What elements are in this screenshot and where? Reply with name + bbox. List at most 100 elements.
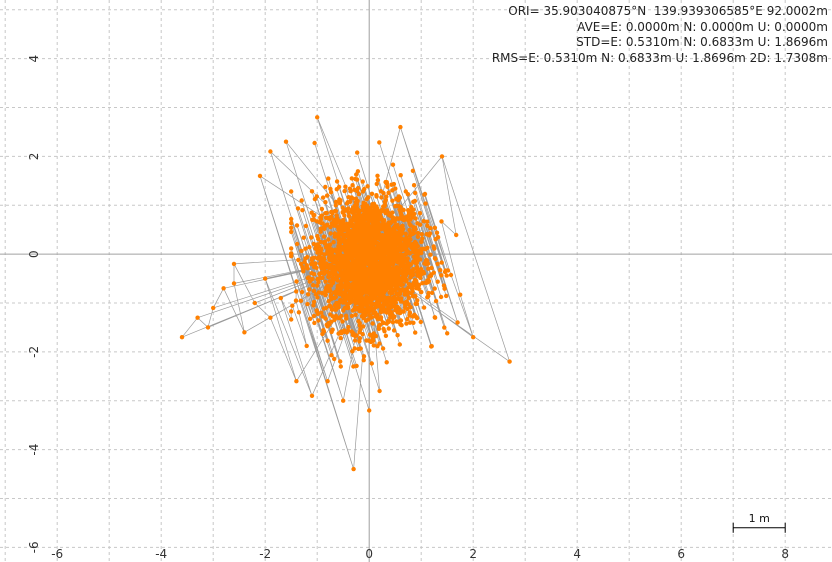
position-point bbox=[305, 254, 310, 260]
position-point bbox=[421, 219, 426, 224]
position-point bbox=[398, 322, 403, 327]
position-point bbox=[325, 283, 330, 288]
position-point bbox=[341, 398, 346, 403]
position-point bbox=[381, 190, 386, 196]
position-point bbox=[378, 315, 384, 320]
position-point bbox=[425, 295, 430, 300]
position-point bbox=[378, 275, 384, 281]
position-point bbox=[386, 190, 391, 195]
position-point bbox=[372, 265, 377, 271]
position-point bbox=[362, 239, 367, 244]
position-point bbox=[314, 308, 319, 313]
position-point bbox=[385, 184, 390, 189]
position-point bbox=[380, 346, 386, 351]
position-point bbox=[371, 311, 376, 316]
position-point bbox=[360, 221, 365, 226]
position-point bbox=[252, 300, 257, 306]
position-point bbox=[433, 298, 439, 304]
position-point bbox=[334, 213, 339, 218]
position-point bbox=[307, 245, 312, 250]
position-point bbox=[390, 215, 396, 221]
position-point bbox=[328, 250, 334, 255]
position-point bbox=[374, 225, 379, 230]
position-point bbox=[397, 342, 402, 347]
x-tick-label: 8 bbox=[781, 547, 789, 561]
position-point bbox=[374, 260, 379, 265]
position-point bbox=[375, 173, 380, 178]
position-point bbox=[384, 180, 389, 185]
position-point bbox=[289, 216, 294, 222]
position-point bbox=[365, 258, 370, 264]
position-point bbox=[300, 208, 305, 213]
position-point bbox=[323, 184, 328, 190]
position-point bbox=[295, 206, 301, 211]
position-point bbox=[411, 227, 417, 233]
position-point bbox=[354, 177, 360, 182]
position-point bbox=[432, 225, 438, 230]
position-point bbox=[299, 289, 305, 295]
position-point bbox=[374, 181, 379, 187]
position-point bbox=[377, 322, 383, 328]
position-point bbox=[353, 218, 358, 223]
position-point bbox=[359, 305, 364, 310]
position-point bbox=[378, 280, 384, 286]
position-point bbox=[296, 257, 301, 263]
position-point bbox=[289, 254, 294, 259]
position-point bbox=[381, 294, 387, 299]
position-point bbox=[360, 270, 365, 275]
position-point bbox=[345, 305, 351, 311]
position-point bbox=[378, 259, 383, 265]
position-point bbox=[347, 260, 352, 266]
position-point bbox=[398, 124, 403, 130]
position-point bbox=[357, 256, 363, 261]
position-point bbox=[346, 276, 351, 281]
position-point bbox=[413, 301, 418, 306]
position-point bbox=[384, 360, 389, 365]
position-point bbox=[435, 235, 441, 240]
position-point bbox=[382, 288, 388, 293]
position-point bbox=[365, 214, 370, 220]
position-point bbox=[318, 220, 323, 225]
position-point bbox=[353, 312, 358, 317]
position-point bbox=[339, 229, 344, 235]
position-point bbox=[362, 186, 367, 192]
position-point bbox=[359, 296, 365, 301]
position-point bbox=[359, 217, 364, 223]
position-point bbox=[422, 192, 427, 197]
position-point bbox=[386, 309, 391, 315]
position-point bbox=[369, 302, 374, 307]
position-point bbox=[366, 222, 371, 227]
position-point bbox=[358, 327, 363, 332]
position-point bbox=[331, 217, 336, 223]
position-point bbox=[424, 280, 429, 285]
position-point bbox=[364, 272, 370, 278]
position-point bbox=[311, 288, 317, 294]
position-point bbox=[375, 177, 381, 183]
position-point bbox=[365, 184, 370, 189]
position-point bbox=[344, 254, 349, 259]
position-point bbox=[412, 211, 417, 217]
position-point bbox=[323, 293, 328, 298]
position-point bbox=[335, 278, 340, 283]
position-point bbox=[352, 333, 358, 339]
position-point bbox=[325, 379, 330, 384]
position-point bbox=[344, 330, 349, 335]
position-point bbox=[354, 255, 359, 260]
stat-rms: RMS=E: 0.5310m N: 0.6833m U: 1.8696m 2D:… bbox=[491, 50, 828, 65]
scale-bar-label: 1 m bbox=[749, 512, 770, 525]
position-point bbox=[432, 315, 438, 320]
position-point bbox=[326, 255, 332, 260]
position-point bbox=[325, 264, 330, 270]
position-point bbox=[442, 286, 447, 291]
position-point bbox=[340, 319, 345, 324]
position-point bbox=[375, 249, 380, 254]
position-point bbox=[413, 190, 418, 196]
position-point bbox=[342, 188, 347, 194]
position-point bbox=[407, 320, 413, 325]
position-point bbox=[350, 205, 356, 210]
position-point bbox=[348, 299, 354, 305]
position-point bbox=[405, 316, 410, 322]
position-point bbox=[369, 229, 375, 234]
position-point bbox=[410, 289, 415, 294]
